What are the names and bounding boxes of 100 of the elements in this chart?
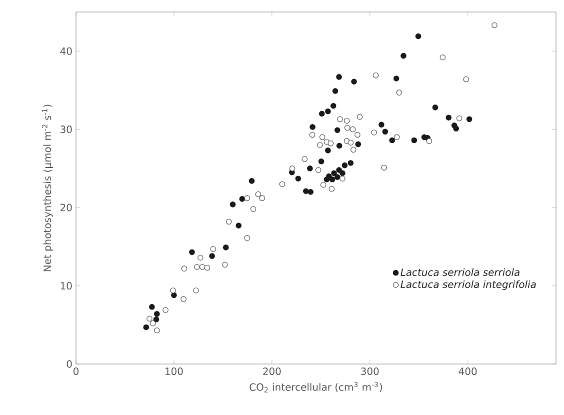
point <box>348 160 354 166</box>
point <box>153 316 160 322</box>
point <box>189 249 195 256</box>
point <box>250 206 256 212</box>
point <box>320 182 326 188</box>
point <box>456 115 462 122</box>
point <box>307 166 313 172</box>
point <box>350 126 356 132</box>
y-tick-label: 30 <box>60 126 72 134</box>
point <box>303 188 309 194</box>
point <box>317 142 323 148</box>
point <box>334 127 340 134</box>
point <box>340 170 346 176</box>
point <box>344 118 350 124</box>
point <box>259 195 266 202</box>
point <box>446 114 452 121</box>
legend-label: Lactuca serriola serriola <box>400 268 520 276</box>
point <box>236 222 242 228</box>
point <box>389 137 396 144</box>
point <box>426 138 432 144</box>
point <box>209 253 215 259</box>
point <box>329 176 336 182</box>
point <box>210 246 216 252</box>
point <box>295 176 302 182</box>
point <box>356 114 363 120</box>
point <box>332 88 338 94</box>
point <box>378 122 384 128</box>
y-axis-title: Net photosynthesis (μmol m$^{-2}$ s$^{-1}$) <box>42 104 53 272</box>
point <box>440 54 446 60</box>
point <box>466 116 472 122</box>
x-tick-label: 400 <box>458 368 477 376</box>
point <box>328 186 335 192</box>
point <box>149 304 155 310</box>
point <box>492 22 498 28</box>
point <box>171 292 177 298</box>
point <box>193 288 199 294</box>
point <box>371 130 377 136</box>
point <box>334 174 340 180</box>
point <box>342 162 348 168</box>
x-axis-title: CO$_{2}$ intercellular (cm$^{3}$ m$^{-3}$) <box>250 382 382 392</box>
point <box>330 102 336 109</box>
point <box>146 316 152 322</box>
point <box>325 148 331 154</box>
point <box>180 296 186 302</box>
point <box>328 140 334 146</box>
point <box>336 167 342 173</box>
point <box>400 52 406 59</box>
x-tick-label: 0 <box>73 368 79 376</box>
point <box>324 176 330 182</box>
point <box>302 156 308 162</box>
point <box>198 254 204 261</box>
point <box>308 189 314 195</box>
legend-label: Lactuca serriola integrifolia <box>400 280 536 290</box>
point <box>143 324 150 330</box>
point <box>222 244 229 250</box>
point <box>351 78 357 85</box>
point <box>336 142 342 149</box>
point <box>170 288 176 294</box>
point <box>279 181 286 187</box>
point <box>255 191 262 198</box>
point <box>181 266 188 272</box>
point <box>318 110 325 117</box>
point <box>381 164 387 171</box>
point <box>355 141 362 148</box>
point <box>289 166 296 172</box>
x-tick-label: 200 <box>263 368 281 376</box>
point <box>310 124 316 130</box>
point <box>154 311 160 317</box>
point <box>348 140 354 146</box>
point <box>415 33 422 40</box>
point <box>432 104 438 110</box>
point <box>154 327 160 334</box>
point <box>194 264 200 270</box>
point <box>204 264 210 271</box>
point <box>244 235 250 241</box>
point <box>239 196 246 202</box>
point <box>411 137 418 144</box>
point <box>315 167 322 173</box>
point <box>354 132 360 138</box>
point <box>150 320 156 326</box>
y-tick-label: 10 <box>60 282 72 290</box>
point <box>325 108 331 114</box>
point <box>396 90 402 96</box>
point <box>331 170 337 176</box>
point <box>340 176 346 182</box>
point <box>394 134 400 140</box>
point <box>318 158 324 164</box>
x-tick-label: 300 <box>361 368 379 376</box>
y-tick-label: 40 <box>60 47 72 55</box>
point <box>226 218 232 225</box>
point <box>199 264 206 270</box>
point <box>344 124 350 131</box>
point <box>382 128 388 135</box>
point <box>337 116 343 122</box>
point <box>222 262 228 268</box>
point <box>336 74 342 80</box>
point <box>350 146 356 153</box>
point <box>309 132 316 138</box>
point <box>244 195 250 202</box>
point <box>248 178 255 184</box>
